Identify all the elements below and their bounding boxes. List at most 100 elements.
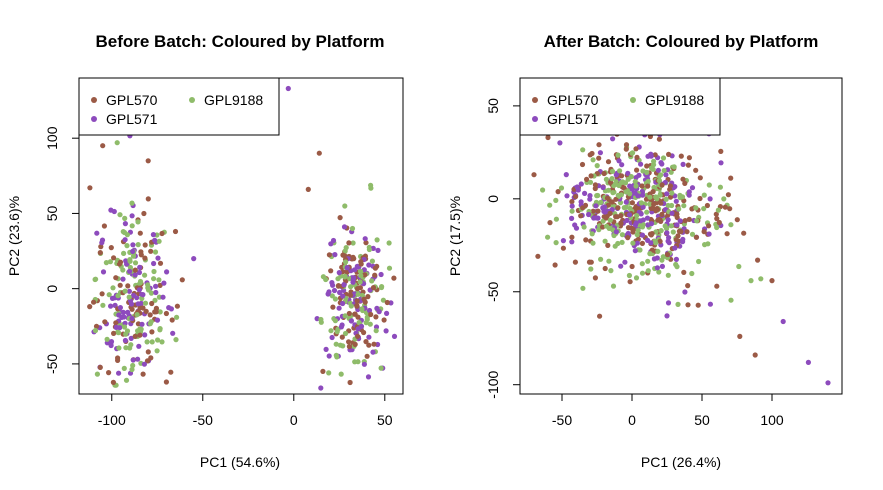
data-point-gpl571: [632, 248, 638, 254]
x-axis-label: PC1 (26.4%): [641, 454, 721, 470]
data-point-gpl571: [639, 188, 645, 195]
data-point-gpl570: [340, 252, 346, 258]
data-point-gpl570: [644, 163, 650, 169]
data-point-gpl9188: [357, 268, 364, 274]
data-point-gpl9188: [358, 273, 364, 279]
data-point-gpl570: [115, 355, 121, 361]
data-point-gpl570: [722, 204, 728, 210]
chart-title: Before Batch: Coloured by Platform: [95, 32, 384, 51]
data-point-gpl570: [93, 323, 100, 329]
data-point-gpl9188: [132, 260, 139, 266]
data-point-gpl9188: [602, 238, 608, 244]
data-point-gpl9188: [619, 232, 626, 238]
data-point-gpl570: [351, 256, 357, 262]
legend-marker-gpl570: [532, 97, 538, 103]
data-point-gpl570: [560, 245, 567, 251]
data-point-gpl570: [347, 292, 353, 298]
data-point-gpl570: [140, 371, 146, 377]
data-point-gpl571: [569, 203, 575, 209]
data-point-gpl9188: [633, 183, 639, 189]
data-point-gpl9188: [342, 313, 348, 319]
data-point-gpl9188: [349, 225, 356, 232]
data-point-gpl571: [336, 305, 342, 311]
data-point-gpl570: [592, 182, 599, 188]
data-point-gpl9188: [639, 270, 646, 276]
data-point-gpl571: [129, 213, 135, 219]
data-point-gpl571: [116, 370, 122, 376]
data-point-gpl570: [98, 244, 104, 250]
data-point-gpl9188: [135, 242, 141, 248]
data-point-gpl571: [122, 221, 128, 227]
data-point-gpl571: [613, 172, 619, 178]
data-point-gpl570: [706, 223, 712, 229]
data-point-gpl570: [157, 282, 163, 288]
data-point-gpl571: [108, 303, 114, 309]
data-point-gpl9188: [660, 155, 667, 161]
data-point-gpl571: [120, 309, 126, 315]
data-point-gpl571: [140, 292, 146, 298]
data-point-gpl9188: [115, 293, 121, 299]
data-point-gpl9188: [589, 231, 595, 237]
y-axis-label: PC2 (17.5)%: [447, 196, 463, 276]
data-point-gpl570: [678, 153, 684, 159]
data-point-gpl570: [97, 250, 103, 256]
data-point-gpl9188: [130, 253, 137, 259]
data-point-gpl570: [368, 311, 374, 318]
data-point-gpl571: [331, 287, 338, 294]
data-point-gpl571: [122, 237, 128, 243]
data-point-gpl570: [113, 320, 119, 326]
y-tick-label: -50: [485, 281, 501, 301]
data-point-gpl570: [578, 213, 584, 219]
data-point-gpl570: [701, 229, 707, 235]
y-axis-label: PC2 (23.6)%: [6, 196, 22, 276]
data-point-gpl570: [361, 329, 367, 336]
data-point-gpl9188: [127, 258, 133, 264]
data-point-gpl570: [685, 162, 692, 168]
data-point-gpl571: [366, 334, 372, 340]
data-point-gpl9188: [676, 206, 682, 212]
data-point-gpl9188: [121, 324, 128, 330]
data-point-gpl570: [704, 202, 711, 209]
data-point-gpl9188: [638, 200, 645, 206]
data-point-gpl570: [326, 252, 332, 258]
data-point-gpl571: [391, 333, 398, 339]
data-point-gpl570: [330, 304, 336, 310]
data-point-gpl9188: [151, 276, 157, 282]
data-point-gpl570: [664, 251, 671, 258]
data-point-gpl9188: [369, 258, 375, 264]
data-point-gpl9188: [615, 192, 621, 198]
data-point-gpl9188: [540, 187, 546, 193]
data-point-gpl9188: [590, 157, 596, 163]
data-point-gpl9188: [656, 177, 663, 184]
data-point-gpl570: [346, 240, 352, 246]
data-point-gpl570: [607, 210, 613, 216]
data-point-gpl570: [145, 158, 151, 164]
data-point-gpl9188: [149, 339, 155, 345]
data-point-gpl570: [572, 259, 579, 265]
data-point-gpl570: [110, 379, 116, 385]
data-point-gpl9188: [658, 172, 664, 178]
data-point-gpl570: [652, 152, 658, 158]
data-point-gpl571: [582, 190, 588, 196]
data-point-gpl9188: [603, 223, 610, 229]
data-point-gpl570: [381, 317, 387, 323]
data-point-gpl570: [143, 308, 149, 314]
data-point-gpl571: [378, 271, 384, 278]
y-tick-label: -50: [44, 354, 60, 374]
data-point-gpl571: [340, 300, 346, 307]
data-point-gpl9188: [693, 205, 699, 211]
data-point-gpl9188: [721, 196, 727, 202]
data-point-gpl570: [142, 255, 148, 261]
data-point-gpl9188: [606, 258, 612, 264]
data-point-gpl570: [547, 220, 553, 226]
data-point-gpl9188: [120, 267, 126, 273]
data-point-gpl570: [755, 257, 761, 263]
data-point-gpl571: [619, 162, 625, 168]
data-point-gpl9188: [736, 263, 742, 270]
data-point-gpl571: [373, 324, 380, 330]
data-point-gpl570: [346, 339, 352, 345]
data-point-gpl571: [593, 215, 599, 221]
data-point-gpl9188: [715, 207, 722, 213]
data-point-gpl9188: [618, 179, 625, 186]
data-point-gpl570: [137, 230, 143, 236]
